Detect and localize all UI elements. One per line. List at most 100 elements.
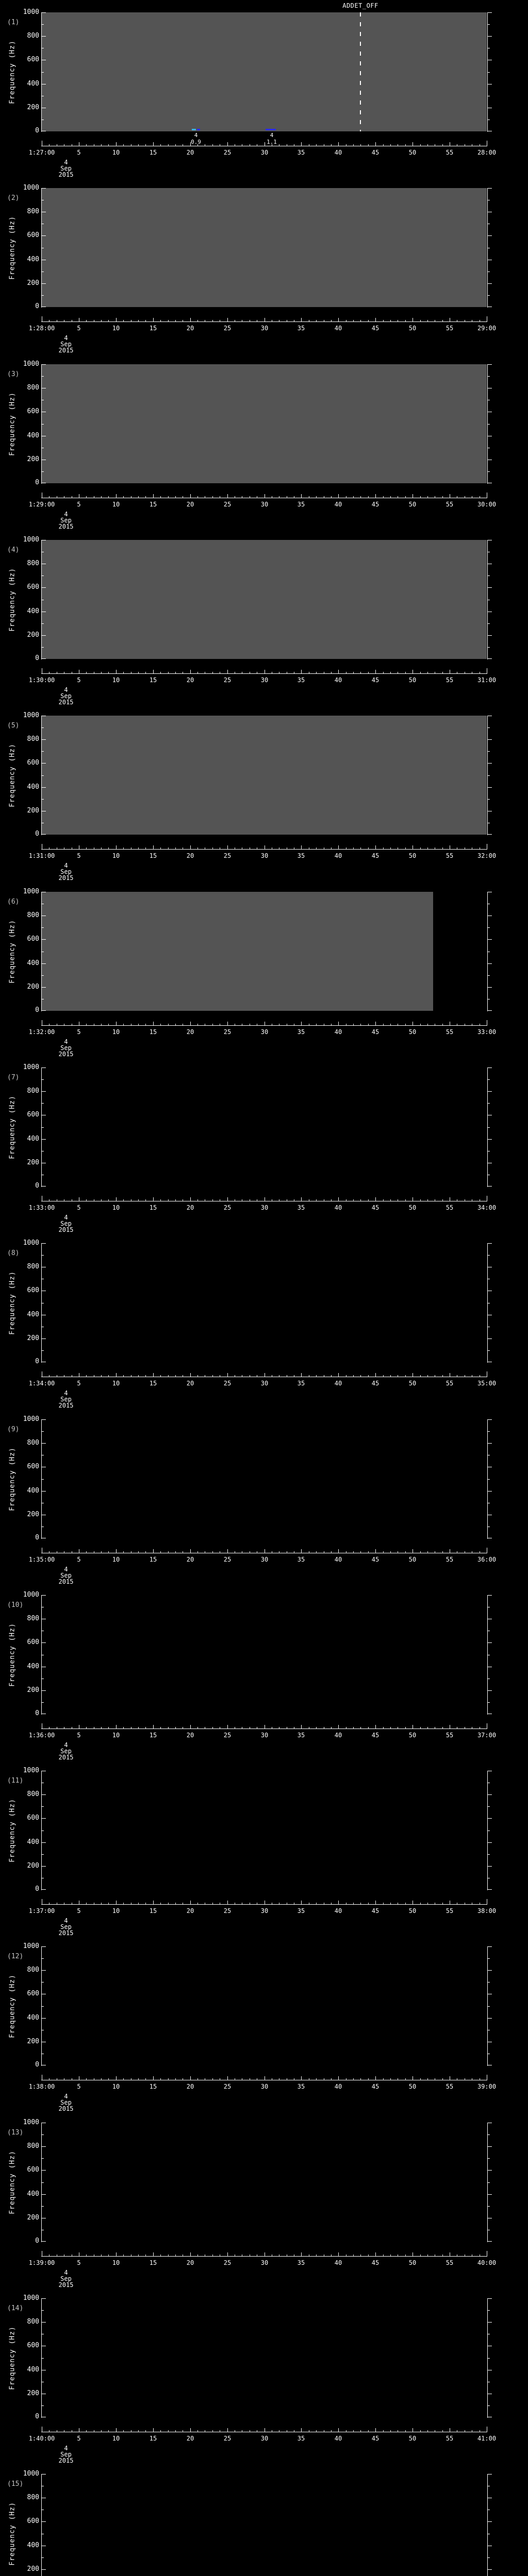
x-tick-label: 20 <box>186 149 194 156</box>
x-end-time-label: 30:00 <box>477 501 497 508</box>
x-tick-major <box>338 2076 339 2080</box>
x-tick-minor <box>383 2078 384 2080</box>
y-tick-major <box>42 12 46 13</box>
y-tick-major-right <box>488 12 492 13</box>
x-tick-major <box>338 1197 339 1201</box>
x-tick-label: 45 <box>371 2435 380 2442</box>
x-tick-minor <box>160 1199 161 1201</box>
x-tick-minor <box>316 2430 317 2432</box>
x-tick-minor <box>168 1551 169 1553</box>
x-tick-minor <box>383 2255 384 2256</box>
x-tick-minor <box>420 1199 421 1201</box>
x-tick-minor <box>108 1727 109 1728</box>
x-tick-label: 30 <box>260 1732 269 1739</box>
y-tick-label: 1000 <box>23 711 39 719</box>
x-tick-minor <box>405 1199 406 1201</box>
y-axis-title: Frequency (Hz) <box>8 1799 16 1862</box>
y-tick-label: 200 <box>27 1686 39 1694</box>
y-axis-title: Frequency (Hz) <box>8 2502 16 2566</box>
x-tick-label: 10 <box>112 1907 120 1914</box>
date-label: Sep <box>60 1396 72 1403</box>
x-tick-minor <box>353 144 354 146</box>
x-tick-label: 55 <box>446 1380 454 1387</box>
x-tick-label: 50 <box>408 1556 417 1563</box>
x-tick-major <box>338 1022 339 1025</box>
x-start-time-label: 1:28:00 <box>28 325 55 332</box>
x-tick-minor <box>331 2255 332 2256</box>
date-label: 2015 <box>58 347 74 354</box>
x-tick-major <box>375 2252 376 2256</box>
x-tick-label: 10 <box>112 501 120 508</box>
x-tick-minor <box>86 2078 87 2080</box>
x-tick-major <box>116 318 117 321</box>
x-tick-major <box>227 2428 228 2432</box>
x-tick-minor <box>108 1375 109 1377</box>
x-tick-major <box>412 494 413 498</box>
x-tick-label: 35 <box>297 676 305 684</box>
y-tick-major <box>42 1419 46 1420</box>
x-tick-minor <box>108 144 109 146</box>
y-tick-minor-right <box>488 1479 490 1480</box>
x-tick-minor <box>160 672 161 673</box>
x-tick-minor <box>101 1024 102 1025</box>
x-tick-minor <box>442 320 443 321</box>
x-tick-minor <box>331 1551 332 1553</box>
y-tick-minor-right <box>488 2310 490 2311</box>
x-tick-minor <box>123 1903 124 1904</box>
y-tick-label: 400 <box>27 607 39 615</box>
y-tick-major-right <box>488 1067 492 1068</box>
event-label: ADDET_OFF <box>342 2 378 9</box>
x-tick-minor <box>86 672 87 673</box>
x-tick-label: 40 <box>334 325 342 332</box>
y-tick-label: 1000 <box>23 184 39 192</box>
x-tick-label: 20 <box>186 2259 194 2266</box>
x-tick-minor <box>108 496 109 498</box>
x-tick-minor <box>316 1727 317 1728</box>
y-tick-minor-right <box>488 376 490 377</box>
x-tick-minor <box>405 1551 406 1553</box>
x-tick-minor <box>331 144 332 146</box>
x-tick-minor <box>383 672 384 673</box>
x-tick-label: 25 <box>223 852 232 859</box>
y-tick-minor <box>42 1127 44 1128</box>
x-tick-minor <box>101 1375 102 1377</box>
x-tick-minor <box>175 496 176 498</box>
x-tick-label: 5 <box>77 676 81 684</box>
x-tick-minor <box>86 848 87 849</box>
x-tick-major <box>153 2428 154 2432</box>
x-end-time-label: 38:00 <box>477 1907 497 1914</box>
x-tick-minor <box>212 1199 213 1201</box>
y-tick-major-right <box>488 1491 492 1492</box>
x-tick-label: 40 <box>334 2259 342 2266</box>
x-tick-major <box>375 1373 376 1377</box>
y-tick-major <box>42 364 46 365</box>
x-tick-major <box>227 1549 228 1553</box>
x-tick-minor <box>123 1199 124 1201</box>
y-tick-minor-right <box>488 751 490 752</box>
y-tick-minor-right <box>488 623 490 624</box>
y-tick-major <box>42 1067 46 1068</box>
x-tick-major <box>190 2076 191 2080</box>
x-tick-label: 55 <box>446 149 454 156</box>
x-tick-minor <box>145 1551 146 1553</box>
x-axis <box>41 321 487 322</box>
y-tick-minor <box>42 1854 44 1855</box>
y-tick-minor-right <box>488 975 490 976</box>
date-label: 4 <box>64 2093 68 2100</box>
y-axis-title: Frequency (Hz) <box>8 1095 16 1159</box>
x-tick-label: 15 <box>149 325 157 332</box>
x-tick-minor <box>420 2078 421 2080</box>
x-tick-major <box>153 1197 154 1201</box>
y-tick-label: 400 <box>27 256 39 263</box>
y-tick-minor-right <box>488 1702 490 1703</box>
x-tick-major <box>153 494 154 498</box>
x-tick-major <box>153 1373 154 1377</box>
panel-number-label: (2) <box>7 194 20 202</box>
x-tick-minor <box>197 2255 198 2256</box>
y-tick-minor <box>42 1103 44 1104</box>
y-tick-label: 200 <box>27 2038 39 2045</box>
y-tick-label: 200 <box>27 2389 39 2397</box>
x-tick-label: 5 <box>77 1204 81 1211</box>
x-tick-minor <box>138 1199 139 1201</box>
y-axis-title: Frequency (Hz) <box>8 392 16 456</box>
